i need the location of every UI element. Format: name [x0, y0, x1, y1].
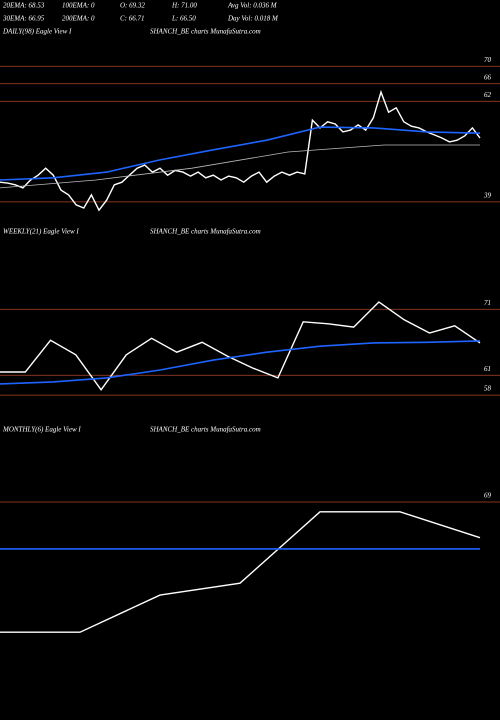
- panel-subtitle: SHANCH_BE charts MunafaSutra.com: [150, 228, 261, 236]
- price-line: [0, 89, 481, 212]
- header-text: 30EMA: 66.95: [2, 15, 45, 23]
- ema-line: [0, 144, 480, 189]
- panel-title: MONTHLY(6) Eagle View I: [2, 426, 81, 434]
- header-text: H: 71.00: [171, 2, 197, 10]
- header-text: C: 66.71: [120, 15, 145, 23]
- panel-title: WEEKLY(21) Eagle View I: [3, 228, 79, 236]
- panel-subtitle: SHANCH_BE charts MunafaSutra.com: [150, 426, 261, 434]
- header-text: Day Vol: 0.018 M: [227, 15, 279, 23]
- price-line: [0, 511, 481, 633]
- panel-title: DAILY(98) Eagle View I: [2, 28, 72, 36]
- header-text: 100EMA: 0: [62, 2, 95, 10]
- header-text: Avg Vol: 0.036 M: [227, 2, 278, 10]
- price-line: [0, 301, 481, 391]
- header-text: L: 66.50: [171, 15, 196, 23]
- ema-line: [0, 126, 481, 181]
- y-tick-label: 66: [484, 73, 492, 81]
- header-text: 200EMA: 0: [62, 15, 95, 23]
- y-tick-label: 39: [483, 191, 492, 199]
- ema-line: [0, 340, 481, 385]
- y-tick-label: 70: [484, 56, 492, 64]
- panel-subtitle: SHANCH_BE charts MunafaSutra.com: [150, 28, 261, 36]
- y-tick-label: 58: [484, 385, 492, 393]
- header-text: O: 69.32: [120, 2, 145, 10]
- y-tick-label: 62: [484, 91, 492, 99]
- y-tick-label: 69: [484, 492, 492, 500]
- header-text: 20EMA: 68.53: [3, 2, 45, 10]
- y-tick-label: 61: [484, 365, 491, 373]
- y-tick-label: 71: [484, 299, 491, 307]
